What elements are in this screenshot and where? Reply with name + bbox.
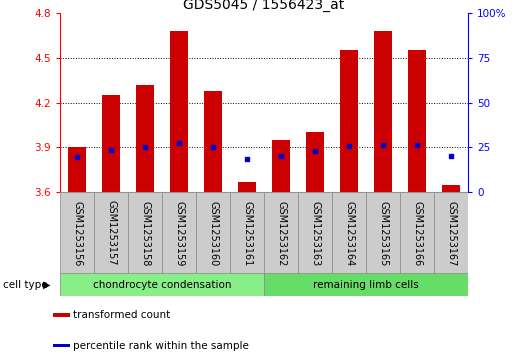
- Bar: [238, 182, 256, 192]
- Title: GDS5045 / 1556423_at: GDS5045 / 1556423_at: [184, 0, 345, 12]
- Text: remaining limb cells: remaining limb cells: [313, 280, 419, 290]
- Bar: [298, 192, 332, 274]
- Text: cell type: cell type: [3, 280, 47, 290]
- Bar: [272, 140, 290, 192]
- Text: GSM1253167: GSM1253167: [446, 200, 456, 266]
- Bar: [128, 192, 162, 274]
- Bar: [53, 313, 70, 317]
- Bar: [332, 192, 366, 274]
- Text: chondrocyte condensation: chondrocyte condensation: [93, 280, 231, 290]
- Bar: [434, 192, 468, 274]
- Bar: [230, 192, 264, 274]
- Bar: [196, 192, 230, 274]
- Bar: [170, 30, 188, 192]
- Bar: [442, 185, 460, 192]
- Text: GSM1253161: GSM1253161: [242, 201, 252, 266]
- Bar: [162, 192, 196, 274]
- Bar: [94, 192, 128, 274]
- Text: GSM1253158: GSM1253158: [140, 200, 150, 266]
- Bar: [264, 192, 298, 274]
- Bar: [68, 147, 86, 192]
- Bar: [60, 273, 264, 296]
- Text: GSM1253159: GSM1253159: [174, 200, 184, 266]
- Bar: [136, 85, 154, 192]
- Text: GSM1253160: GSM1253160: [208, 201, 218, 266]
- Bar: [408, 50, 426, 192]
- Bar: [102, 95, 120, 192]
- Bar: [60, 192, 94, 274]
- Text: GSM1253166: GSM1253166: [412, 201, 422, 266]
- Bar: [204, 90, 222, 192]
- Text: transformed count: transformed count: [73, 310, 170, 320]
- Bar: [53, 344, 70, 347]
- Text: GSM1253157: GSM1253157: [106, 200, 116, 266]
- Text: percentile rank within the sample: percentile rank within the sample: [73, 341, 249, 351]
- Bar: [306, 132, 324, 192]
- Bar: [264, 273, 468, 296]
- Text: ▶: ▶: [43, 280, 51, 290]
- Bar: [340, 50, 358, 192]
- Text: GSM1253164: GSM1253164: [344, 201, 354, 266]
- Bar: [366, 192, 400, 274]
- Text: GSM1253162: GSM1253162: [276, 200, 286, 266]
- Text: GSM1253156: GSM1253156: [72, 200, 82, 266]
- Text: GSM1253163: GSM1253163: [310, 201, 320, 266]
- Text: GSM1253165: GSM1253165: [378, 200, 388, 266]
- Bar: [374, 30, 392, 192]
- Bar: [400, 192, 434, 274]
